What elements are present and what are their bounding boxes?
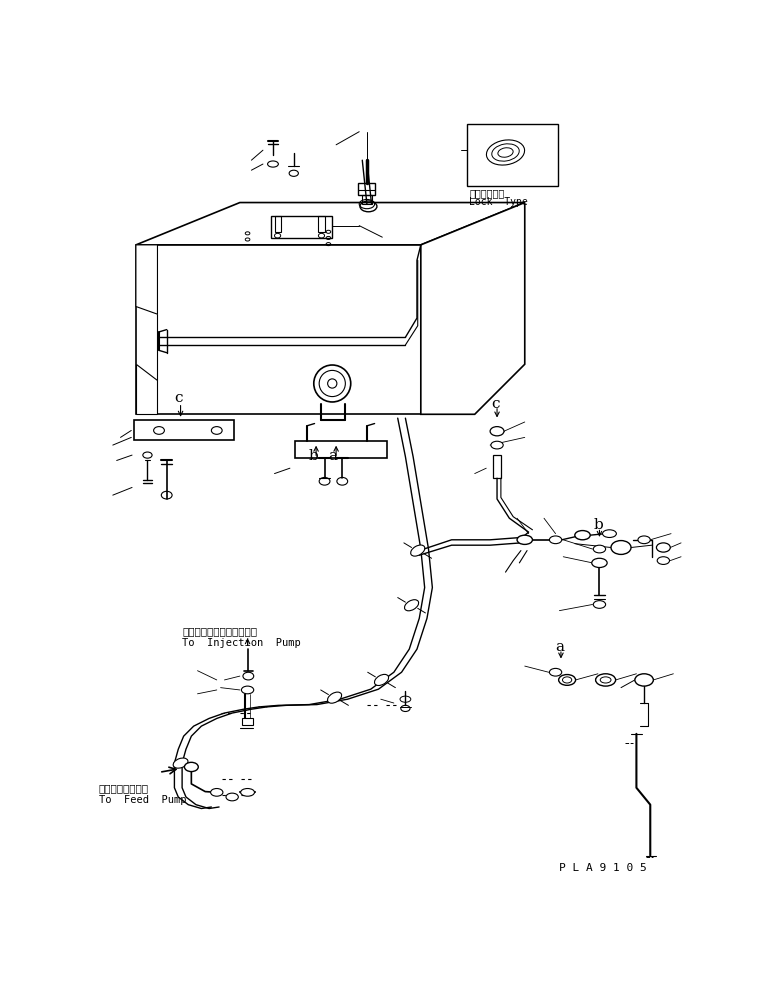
- Text: b: b: [594, 518, 604, 532]
- Text: a: a: [555, 640, 565, 654]
- Ellipse shape: [184, 762, 199, 772]
- Ellipse shape: [611, 540, 631, 555]
- Ellipse shape: [601, 677, 611, 683]
- Text: a: a: [328, 449, 337, 463]
- Ellipse shape: [549, 669, 562, 676]
- Text: Lock  Type: Lock Type: [469, 197, 528, 207]
- Ellipse shape: [241, 686, 254, 694]
- Text: ロックタイプ: ロックタイプ: [469, 188, 504, 198]
- Bar: [295, 441, 387, 459]
- Ellipse shape: [243, 673, 254, 680]
- Text: インジェクションポンプへ: インジェクションポンプへ: [182, 627, 257, 636]
- Polygon shape: [136, 245, 421, 414]
- Bar: [494, 455, 501, 478]
- Ellipse shape: [490, 426, 504, 436]
- Ellipse shape: [594, 545, 606, 553]
- Ellipse shape: [575, 530, 591, 540]
- Ellipse shape: [404, 600, 419, 611]
- Text: c: c: [174, 391, 183, 406]
- Bar: [242, 719, 253, 725]
- Ellipse shape: [173, 758, 188, 768]
- Bar: [270, 216, 332, 238]
- Ellipse shape: [603, 530, 617, 537]
- Ellipse shape: [226, 793, 238, 801]
- Ellipse shape: [592, 559, 607, 568]
- Ellipse shape: [314, 365, 351, 402]
- Bar: [358, 184, 375, 194]
- Ellipse shape: [657, 557, 669, 565]
- Text: P L A 9 1 0 5: P L A 9 1 0 5: [559, 863, 647, 873]
- Ellipse shape: [558, 675, 575, 685]
- Ellipse shape: [562, 677, 571, 683]
- Ellipse shape: [211, 789, 223, 796]
- Polygon shape: [421, 202, 525, 414]
- Polygon shape: [136, 364, 157, 414]
- Ellipse shape: [374, 675, 389, 685]
- Text: To  Injection  Pump: To Injection Pump: [182, 637, 301, 647]
- Text: b: b: [308, 449, 318, 463]
- Ellipse shape: [517, 535, 533, 544]
- Ellipse shape: [596, 674, 616, 686]
- Ellipse shape: [594, 601, 606, 608]
- Bar: [361, 194, 372, 204]
- Bar: [467, 124, 558, 186]
- Polygon shape: [136, 202, 525, 245]
- Ellipse shape: [638, 536, 650, 544]
- Bar: [134, 420, 235, 440]
- Ellipse shape: [549, 536, 562, 544]
- Ellipse shape: [411, 545, 425, 556]
- Text: フィードポンプへ: フィードポンプへ: [99, 783, 149, 793]
- Text: To  Feed  Pump: To Feed Pump: [99, 794, 186, 804]
- Ellipse shape: [491, 441, 503, 449]
- Ellipse shape: [656, 543, 670, 552]
- Bar: [319, 216, 325, 232]
- Text: c: c: [492, 397, 500, 410]
- Ellipse shape: [328, 692, 342, 703]
- Bar: [274, 216, 280, 232]
- Polygon shape: [136, 245, 157, 314]
- Ellipse shape: [241, 789, 254, 796]
- Ellipse shape: [635, 674, 653, 686]
